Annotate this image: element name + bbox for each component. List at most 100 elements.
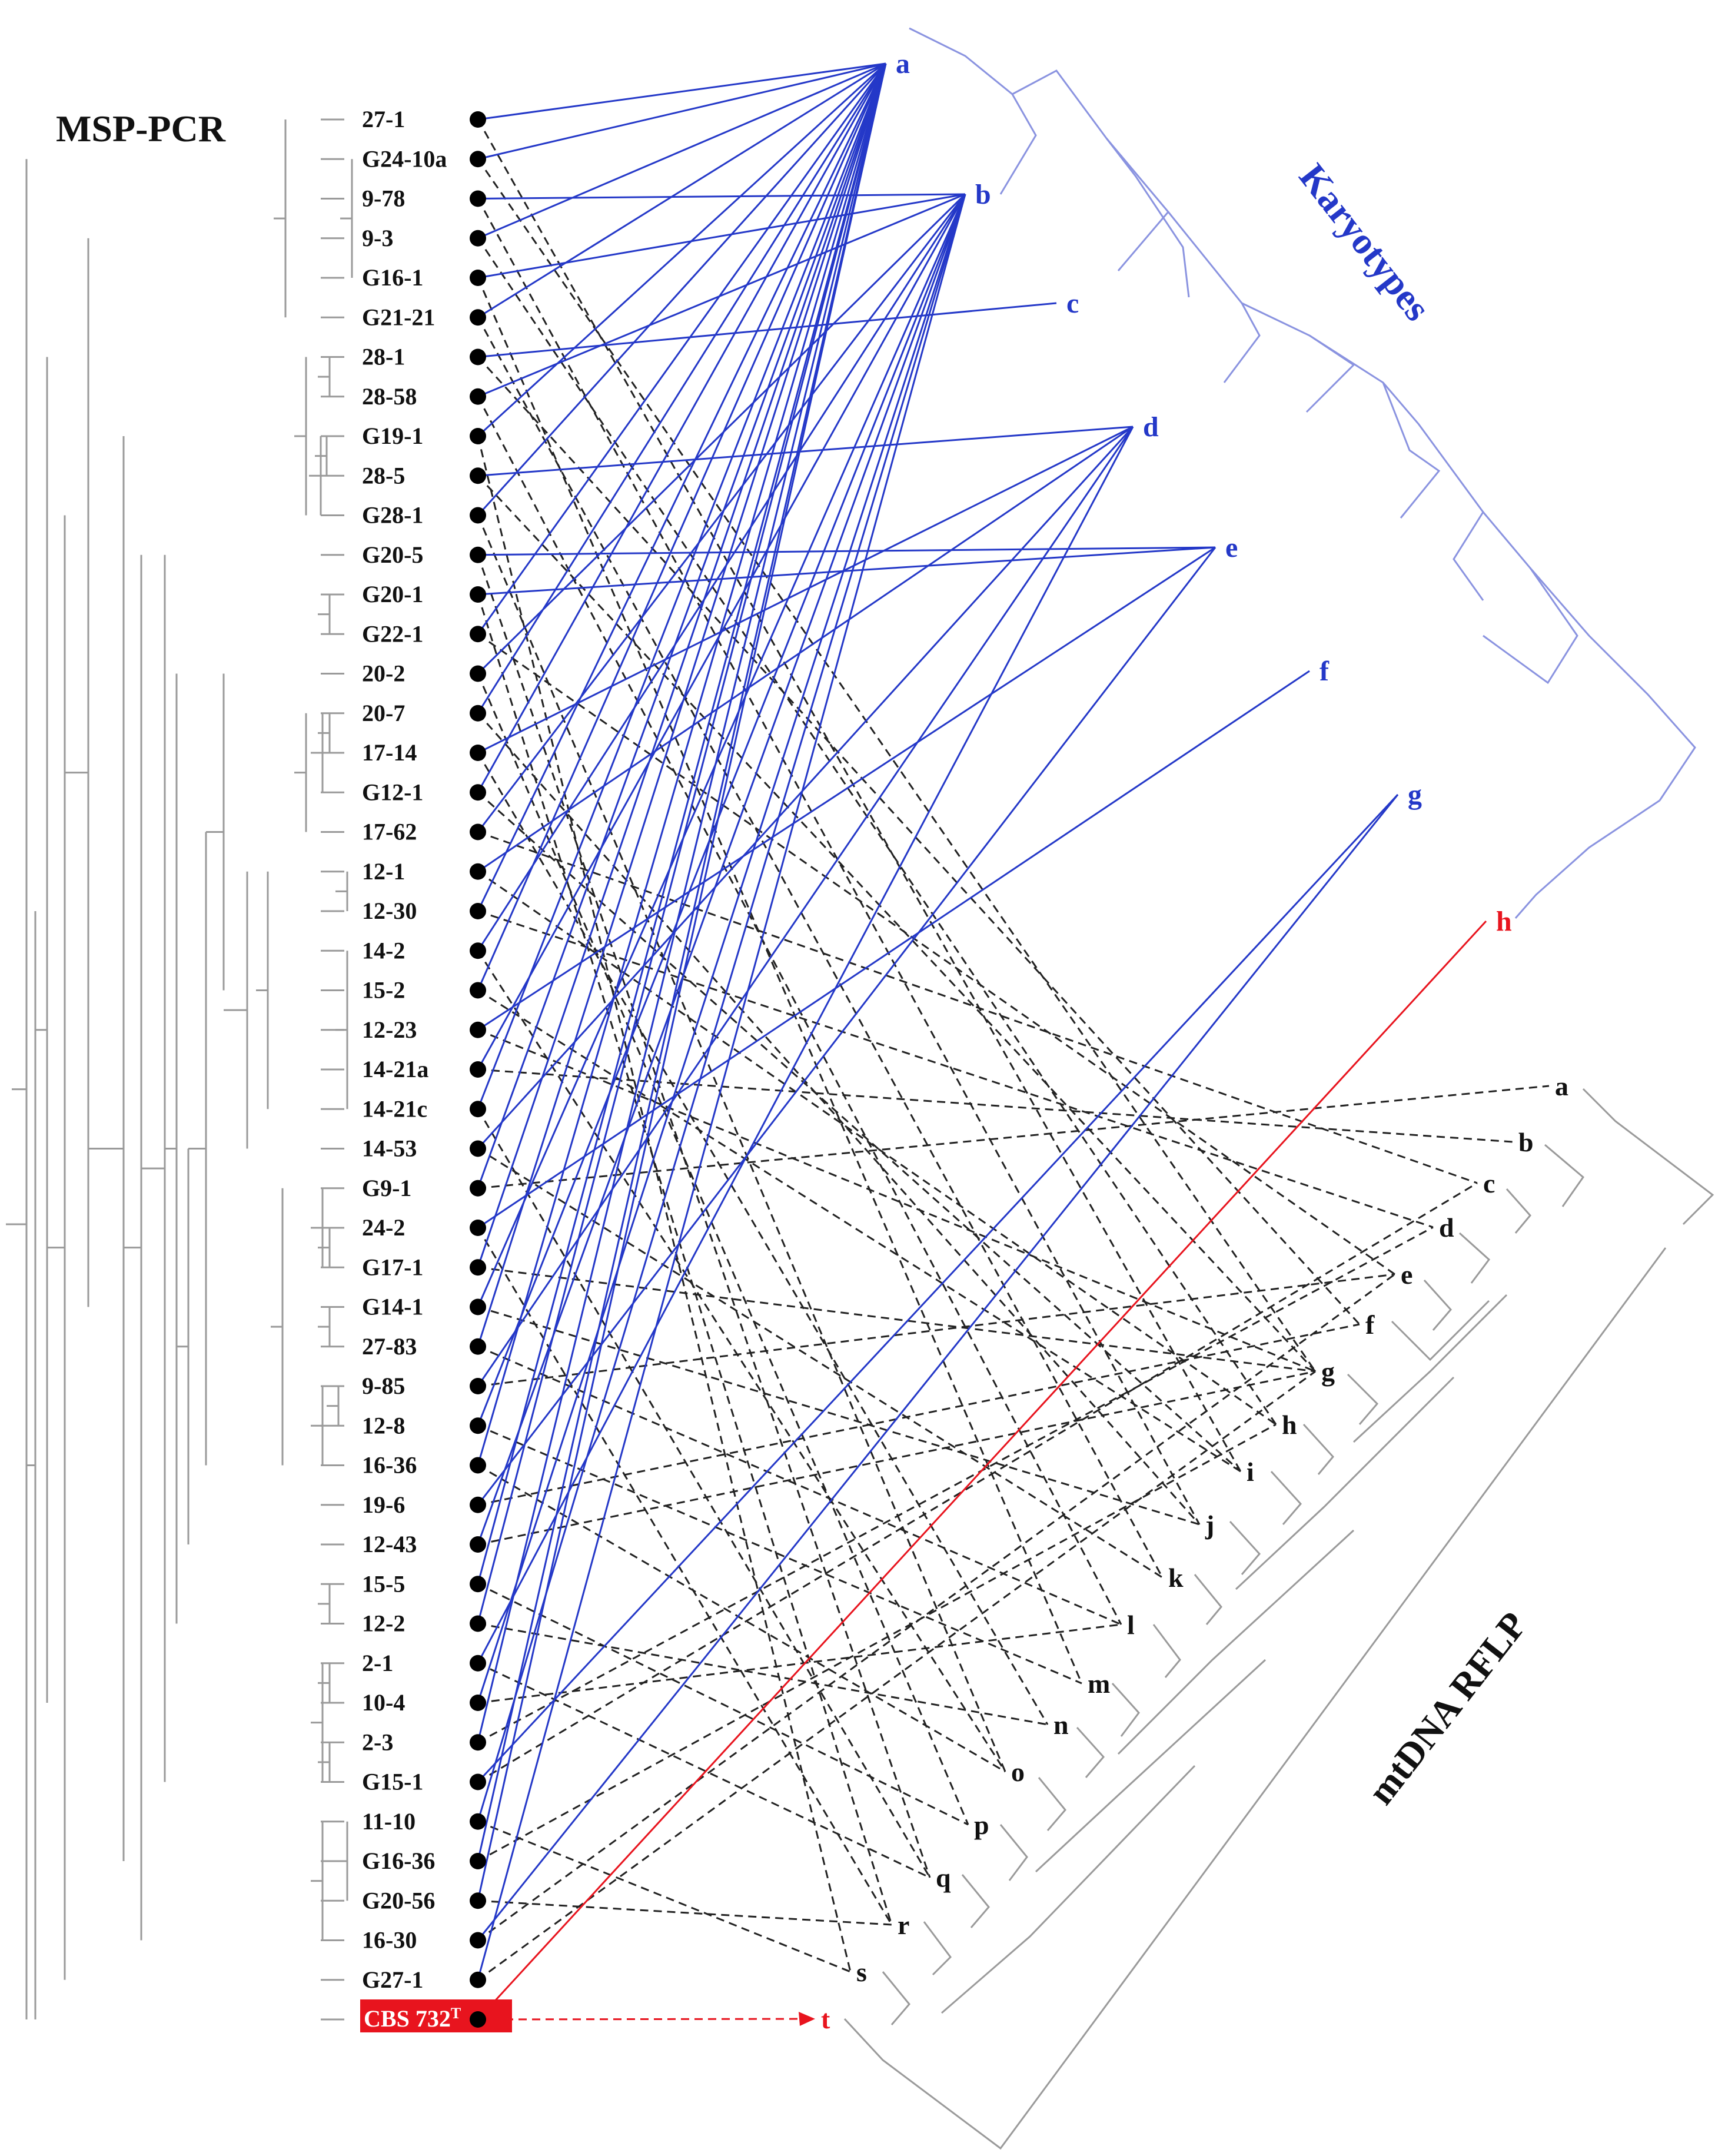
strain-label: 16-36 [362, 1452, 417, 1479]
strain-dot [470, 190, 486, 207]
karyotype-tree-branch [1309, 334, 1441, 519]
strain-dot [470, 1971, 486, 1988]
mtdna-link [477, 317, 1164, 1578]
karyotype-link [477, 63, 887, 1189]
strain-dot [470, 1892, 486, 1909]
mtdna-link [477, 1424, 1082, 1685]
mtdna-tree-branch [1505, 1188, 1531, 1234]
karyotype-link [477, 63, 887, 1624]
mtdna-label-q: q [936, 1863, 951, 1893]
karyotype-label-b: b [975, 179, 991, 210]
strain-label: 17-14 [362, 739, 417, 766]
mtdna-label-o: o [1011, 1757, 1025, 1787]
strain-label: G27-1 [362, 1966, 423, 1993]
mtdna-link [477, 1306, 1200, 1526]
karyotype-link [477, 426, 1134, 1150]
mtdna-link [477, 475, 1317, 1373]
mtdna-label-n: n [1053, 1710, 1069, 1740]
strain-label: 14-21c [362, 1095, 427, 1122]
karyotype-link [477, 63, 887, 1901]
mtdna-tree-branch [1270, 1470, 1302, 1525]
strain-dot [470, 1378, 486, 1394]
strain-label: G15-1 [362, 1769, 423, 1795]
mtdna-link [477, 1323, 1360, 1506]
strain-dot [470, 1259, 486, 1276]
karyotype-link [477, 63, 887, 635]
strain-dot [470, 1457, 486, 1474]
strain-dot [470, 1813, 486, 1830]
karyotype-link [477, 193, 966, 279]
karyotype-link [477, 63, 887, 1466]
mtdna-link [477, 712, 1201, 1525]
strain-label: G16-1 [362, 264, 423, 291]
karyotype-link [477, 62, 886, 121]
strain-dot [470, 507, 486, 524]
mtdna-link [477, 1370, 1316, 1546]
mtdna-link [477, 396, 1122, 1625]
mtdna-link [477, 633, 1395, 1275]
mtdna-label-r: r [898, 1910, 909, 1940]
karyotype-link [477, 63, 887, 1743]
mtdna-label-b: b [1518, 1127, 1534, 1157]
strain-label: 9-3 [362, 225, 393, 251]
mtdna-tree-branch [1347, 1373, 1379, 1425]
karyotype-link [477, 193, 966, 398]
karyotype-link [477, 194, 966, 1426]
mtdna-link [477, 1583, 969, 1826]
karyotype-link [477, 63, 887, 1268]
strain-dot [470, 1615, 486, 1632]
mtdna-tree-branch [1582, 1088, 1714, 1225]
strain-dot [470, 111, 486, 128]
karyotype-labels: a b c d e f g h [896, 48, 1512, 937]
mtdna-tree-branch [1391, 1300, 1490, 1361]
mtdna-link [477, 1464, 1006, 1773]
strain-dot [470, 467, 486, 484]
strain-label: 12-1 [362, 858, 405, 885]
mtdna-tree-branch [1458, 1232, 1491, 1284]
mtdna-tree-branch [1302, 1423, 1334, 1475]
strain-dot [470, 1536, 486, 1553]
karyotype-tree-branch [1482, 511, 1578, 685]
strain-label: 12-43 [362, 1531, 417, 1557]
strain-label: 28-5 [362, 462, 405, 489]
strain-label: G12-1 [362, 779, 423, 805]
karyotype-link [477, 793, 1399, 1783]
karyotype-link [477, 62, 887, 437]
strain-label: 9-78 [362, 185, 405, 212]
strain-label: G19-1 [362, 423, 423, 449]
karyotype-link [477, 194, 966, 1981]
strain-dot [470, 388, 486, 405]
karyotype-link [477, 194, 966, 833]
mtdna-label-j: j [1205, 1510, 1214, 1540]
karyotype-tree-branch [1012, 69, 1169, 271]
strain-dot [470, 665, 486, 682]
karyotype-label-d: d [1143, 411, 1159, 443]
strain-dot [470, 428, 486, 444]
strain-label: 2-3 [362, 1729, 393, 1755]
mtdna-link [477, 910, 1434, 1228]
karyotype-label-a: a [896, 48, 910, 79]
mtdna-link [477, 792, 1241, 1473]
strain-dot [470, 546, 486, 563]
type-strain-karyotype-link [477, 920, 1487, 2021]
strain-dot [470, 1140, 486, 1157]
strain-label: 12-23 [362, 1016, 417, 1043]
karyotype-link [477, 63, 887, 1109]
mtdna-rflp-dendrogram [843, 1088, 1714, 2150]
mtdna-label-p: p [974, 1810, 989, 1840]
type-strain-arrowhead [799, 2012, 815, 2026]
strain-label: 15-2 [362, 977, 405, 1004]
type-strain-highlight [360, 1999, 512, 2032]
mtdna-link [477, 1346, 1122, 1626]
karyotype-link [477, 62, 886, 160]
strain-dot [470, 1220, 486, 1236]
mtdna-link [477, 1182, 1478, 1783]
mtdna-tree-branch [1423, 1279, 1452, 1331]
mtdna-tree-branch [1235, 1376, 1455, 1590]
karyotype-link [477, 194, 966, 952]
strain-dot [470, 151, 486, 168]
strain-dot [470, 705, 486, 722]
strain-dot [470, 903, 486, 919]
karyotype-link [477, 62, 886, 240]
